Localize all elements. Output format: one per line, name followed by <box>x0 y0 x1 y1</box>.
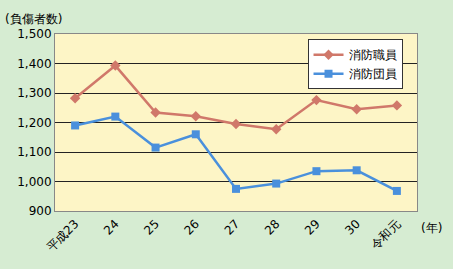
svg-text:(年): (年) <box>421 221 442 235</box>
svg-text:(負傷者数): (負傷者数) <box>5 12 62 26</box>
svg-text:1,000: 1,000 <box>17 175 51 189</box>
svg-text:1,400: 1,400 <box>17 57 51 71</box>
svg-text:1,500: 1,500 <box>17 27 51 41</box>
svg-text:30: 30 <box>342 217 363 238</box>
svg-text:27: 27 <box>222 217 243 238</box>
svg-text:29: 29 <box>302 217 323 238</box>
svg-text:25: 25 <box>141 217 162 238</box>
svg-text:28: 28 <box>262 217 283 238</box>
svg-text:24: 24 <box>101 217 122 238</box>
svg-text:1,200: 1,200 <box>17 116 51 130</box>
svg-text:1,300: 1,300 <box>17 86 51 100</box>
svg-text:1,100: 1,100 <box>17 145 51 159</box>
svg-text:平成23: 平成23 <box>44 217 82 255</box>
svg-text:900: 900 <box>29 204 52 218</box>
svg-text:消防団員: 消防団員 <box>349 67 397 81</box>
svg-text:消防職員: 消防職員 <box>349 48 397 62</box>
svg-text:令和元: 令和元 <box>368 217 403 252</box>
svg-text:26: 26 <box>181 217 202 238</box>
